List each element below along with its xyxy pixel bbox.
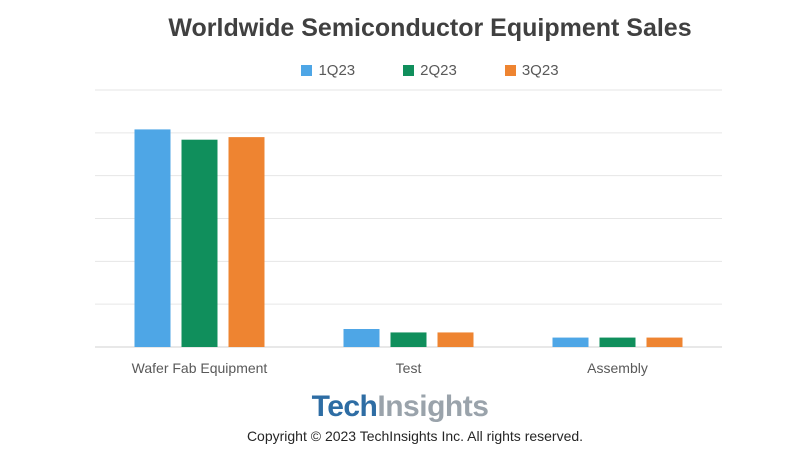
chart-bars (134, 129, 683, 347)
bar-test-2q23 (390, 332, 427, 347)
chart-title: Worldwide Semiconductor Equipment Sales (168, 14, 692, 42)
bar-wafer-fab-equipment-1q23 (134, 129, 171, 347)
legend-swatch-1q23 (301, 65, 313, 76)
x-axis-labels: Wafer Fab Equipment Test Assembly (132, 360, 648, 376)
legend-item-1q23: 1Q23 (301, 62, 355, 79)
legend-item-2q23: 2Q23 (403, 62, 457, 79)
legend-label-1q23: 1Q23 (318, 62, 356, 79)
techinsights-logo: TechInsights (0, 390, 800, 424)
bar-test-1q23 (343, 329, 380, 347)
logo-text-insights: Insights (377, 390, 489, 423)
bar-assembly-2q23 (599, 337, 636, 347)
x-axis-label: Assembly (587, 360, 648, 376)
logo-text-tech: Tech (311, 390, 378, 423)
legend-swatch-3q23 (504, 65, 516, 76)
copyright-notice: Copyright © 2023 TechInsights Inc. All r… (246, 428, 584, 444)
legend-swatch-2q23 (403, 65, 415, 76)
legend-label-3q23: 3Q23 (521, 62, 559, 79)
x-axis-label: Test (396, 360, 422, 376)
bar-wafer-fab-equipment-2q23 (181, 139, 218, 347)
legend-item-3q23: 3Q23 (504, 62, 559, 79)
legend-label-2q23: 2Q23 (420, 62, 457, 79)
chart-legend: 1Q23 2Q23 3Q23 (0, 62, 800, 79)
bar-test-3q23 (437, 332, 474, 347)
bar-wafer-fab-equipment-3q23 (228, 137, 265, 347)
bar-assembly-3q23 (646, 337, 683, 347)
bar-assembly-1q23 (552, 337, 589, 347)
x-axis-label: Wafer Fab Equipment (132, 360, 268, 376)
